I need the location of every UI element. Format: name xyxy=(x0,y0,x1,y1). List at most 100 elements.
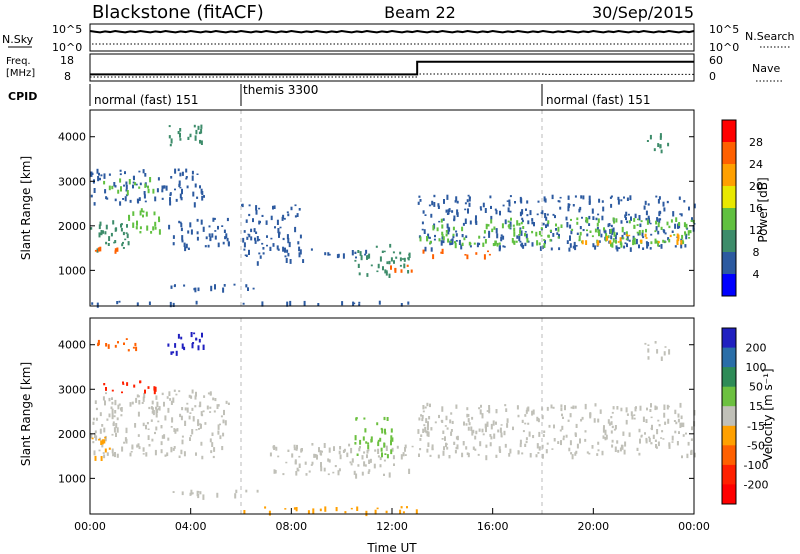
data-mark xyxy=(646,407,648,411)
data-mark xyxy=(101,444,104,448)
data-mark xyxy=(467,426,470,431)
data-mark xyxy=(621,234,624,240)
data-mark xyxy=(273,469,276,474)
data-mark xyxy=(625,407,628,413)
data-mark xyxy=(367,444,370,450)
data-mark xyxy=(565,434,568,438)
data-mark xyxy=(640,220,643,223)
data-mark xyxy=(461,452,464,458)
data-mark xyxy=(94,432,96,439)
power-colorbar-label: Power [dB] xyxy=(756,177,770,242)
data-mark xyxy=(527,220,530,225)
data-mark xyxy=(647,344,650,346)
data-mark xyxy=(226,217,229,222)
data-mark xyxy=(437,205,440,209)
data-mark xyxy=(461,226,464,232)
data-mark xyxy=(360,255,363,261)
data-mark xyxy=(610,203,613,208)
data-mark xyxy=(474,448,477,451)
data-mark xyxy=(550,404,553,409)
data-mark xyxy=(386,454,389,459)
data-mark xyxy=(92,417,95,421)
data-mark xyxy=(307,510,310,515)
data-mark xyxy=(499,210,501,216)
colorbar-tick-label: -15 xyxy=(747,420,765,433)
data-mark xyxy=(153,211,156,216)
data-mark xyxy=(275,446,278,451)
data-mark xyxy=(352,301,355,306)
data-mark xyxy=(351,250,354,256)
data-mark xyxy=(141,402,144,404)
data-mark xyxy=(549,229,552,232)
data-mark xyxy=(233,283,236,286)
data-mark xyxy=(196,218,199,222)
data-mark xyxy=(529,210,532,216)
colorbar-swatch xyxy=(722,120,736,143)
data-mark xyxy=(366,255,368,260)
data-mark xyxy=(196,490,199,497)
data-mark xyxy=(617,196,620,201)
data-mark xyxy=(208,233,211,237)
data-mark xyxy=(441,231,444,236)
colorbar-swatch xyxy=(722,274,736,297)
data-mark xyxy=(602,435,605,439)
data-mark xyxy=(567,204,570,208)
data-mark xyxy=(650,427,653,430)
freq-tick-top: 18 xyxy=(60,54,74,67)
data-mark xyxy=(655,226,658,231)
data-mark xyxy=(158,218,161,223)
data-mark xyxy=(490,436,493,440)
data-mark xyxy=(407,270,410,274)
data-mark xyxy=(448,455,451,459)
data-mark xyxy=(559,196,562,199)
data-mark xyxy=(520,221,523,225)
data-mark xyxy=(122,231,125,236)
data-mark xyxy=(383,250,386,253)
y-tick-label: 3000 xyxy=(58,383,86,396)
data-mark xyxy=(524,242,527,247)
data-mark xyxy=(489,195,492,199)
data-mark xyxy=(274,226,276,229)
data-mark xyxy=(350,463,353,466)
data-mark xyxy=(154,196,157,202)
data-mark xyxy=(658,424,661,427)
data-mark xyxy=(382,266,384,271)
data-mark xyxy=(351,458,354,463)
data-mark xyxy=(428,236,431,239)
data-mark xyxy=(234,493,237,499)
data-mark xyxy=(521,217,524,220)
data-mark xyxy=(646,243,649,249)
data-mark xyxy=(504,219,507,225)
data-mark xyxy=(266,244,268,247)
data-mark xyxy=(153,389,156,395)
data-mark xyxy=(682,241,685,245)
data-mark xyxy=(312,508,315,514)
data-mark xyxy=(537,200,540,203)
data-mark xyxy=(441,236,444,240)
data-mark xyxy=(129,402,132,407)
data-mark xyxy=(490,219,493,224)
data-mark xyxy=(656,349,659,354)
data-mark xyxy=(483,230,486,234)
data-mark xyxy=(506,200,509,202)
data-mark xyxy=(180,223,183,228)
data-mark xyxy=(676,441,679,446)
data-mark xyxy=(468,196,471,202)
data-mark xyxy=(453,215,456,221)
data-mark xyxy=(421,418,424,422)
colorbar-swatch xyxy=(722,367,736,388)
data-mark xyxy=(621,226,624,233)
data-mark xyxy=(662,201,665,207)
data-mark xyxy=(466,452,469,455)
data-mark xyxy=(108,447,111,450)
data-mark xyxy=(645,241,648,244)
data-mark xyxy=(649,222,652,225)
data-mark xyxy=(120,407,122,411)
data-mark xyxy=(440,218,443,223)
data-mark xyxy=(114,410,117,414)
data-mark xyxy=(171,417,174,423)
data-mark xyxy=(105,387,107,391)
data-mark xyxy=(142,447,145,452)
data-mark xyxy=(650,241,653,245)
